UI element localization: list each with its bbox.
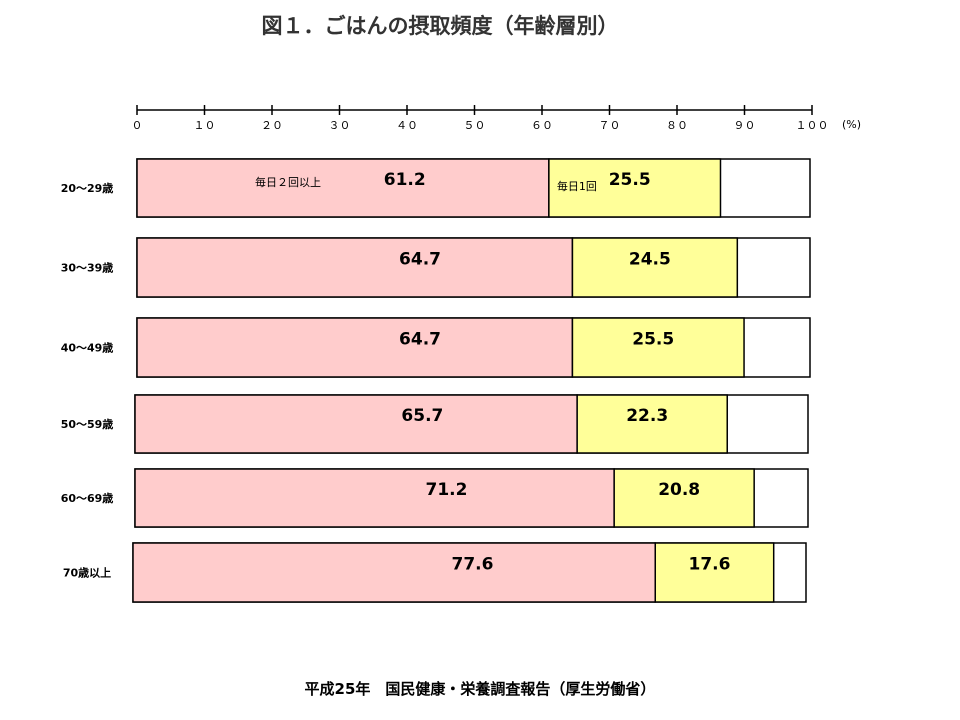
bar-segment-once-daily: [571, 317, 745, 378]
x-tick-label: １０: [194, 119, 216, 132]
series-name-twice-daily: 毎日２回以上: [255, 176, 321, 189]
category-label: 20～29歳: [61, 181, 114, 195]
value-label-twice-daily: 64.7: [399, 250, 441, 270]
source-note: 平成25年 国民健康・栄養調査報告（厚生労働省）: [304, 680, 656, 698]
x-axis: ０ １０ ２０ ３０ ４０ ５０ ６０ ７０ ８０ ９０ １００: [132, 105, 829, 132]
value-label-once-daily: 24.5: [629, 250, 671, 270]
x-tick-label: １００: [796, 119, 829, 132]
value-label-once-daily: 25.5: [632, 330, 674, 350]
bar-segment-twice-daily: [136, 158, 550, 218]
value-label-twice-daily: 61.2: [384, 170, 426, 190]
value-label-once-daily: 22.3: [626, 406, 668, 426]
bar-segment-once-daily: [613, 468, 755, 528]
x-tick-label: ３０: [329, 119, 351, 132]
value-label-once-daily: 25.5: [609, 170, 651, 190]
x-tick-label: ７０: [599, 119, 621, 132]
bars: 20～29歳 61.2 25.5 毎日２回以上 毎日1回 30～39歳 64.7 24.5 40…: [61, 158, 811, 603]
unit-label: (%): [842, 118, 861, 131]
x-tick-label: ５０: [464, 119, 486, 132]
bar-segment-twice-daily: [136, 317, 574, 378]
x-tick-label: ６０: [531, 119, 553, 132]
bar-segment-once-daily: [654, 542, 775, 603]
x-tick-label: ４０: [396, 119, 418, 132]
bar-row: 30～39歳 64.7 24.5: [61, 237, 811, 298]
value-label-once-daily: 17.6: [688, 555, 730, 575]
x-tick-label: ９０: [734, 119, 756, 132]
value-label-once-daily: 20.8: [658, 480, 700, 500]
x-tick-label: ０: [132, 119, 143, 132]
chart-title: 図１．ごはんの摂取頻度（年齢層別）: [261, 14, 619, 38]
bar-segment-once-daily: [571, 237, 739, 298]
category-label: 30～39歳: [61, 261, 114, 275]
bar-segment-once-daily: [548, 158, 722, 218]
bar-segment-twice-daily: [134, 468, 615, 528]
category-label: 70歳以上: [63, 566, 111, 580]
value-label-twice-daily: 64.7: [399, 330, 441, 350]
series-name-once-daily: 毎日1回: [557, 180, 597, 193]
value-label-twice-daily: 77.6: [451, 555, 493, 575]
category-label: 60～69歳: [61, 491, 114, 505]
bar-segment-twice-daily: [134, 394, 578, 454]
bar-segment-twice-daily: [136, 237, 574, 298]
bar-segment-twice-daily: [132, 542, 656, 603]
bar-segment-once-daily: [576, 394, 728, 454]
x-tick-label: ８０: [666, 119, 688, 132]
bar-row: 70歳以上 77.6 17.6: [63, 542, 807, 603]
category-label: 50～59歳: [61, 417, 114, 431]
value-label-twice-daily: 65.7: [401, 406, 443, 426]
bar-row: 20～29歳 61.2 25.5 毎日２回以上 毎日1回: [61, 158, 811, 218]
x-tick-label: ２０: [261, 119, 283, 132]
category-label: 40～49歳: [61, 341, 114, 355]
bar-row: 40～49歳 64.7 25.5: [61, 317, 811, 378]
value-label-twice-daily: 71.2: [425, 480, 467, 500]
bar-row: 50～59歳 65.7 22.3: [61, 394, 809, 454]
bar-row: 60～69歳 71.2 20.8: [61, 468, 809, 528]
